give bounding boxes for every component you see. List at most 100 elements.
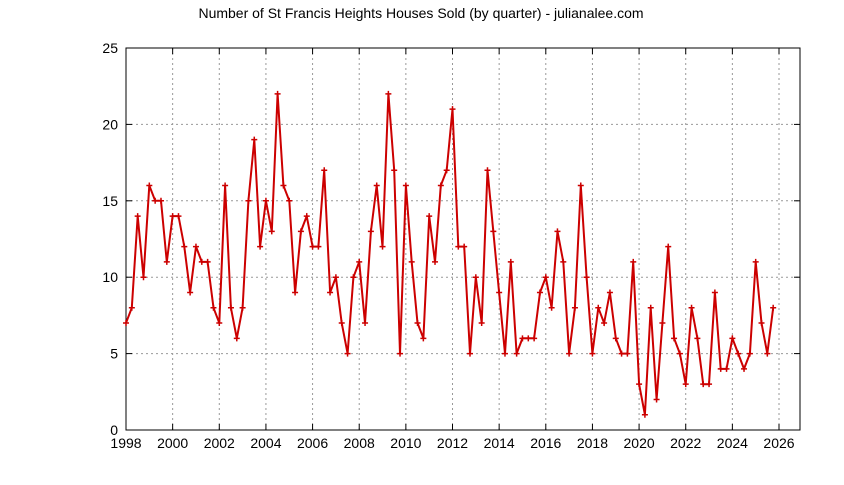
data-point [187, 289, 194, 296]
data-point [694, 335, 701, 342]
data-point [227, 304, 234, 311]
data-point [262, 197, 269, 204]
data-point [525, 335, 532, 342]
series-houses-sold [123, 90, 777, 418]
data-point [583, 274, 590, 281]
data-point [303, 213, 310, 220]
data-point [566, 350, 573, 357]
data-point [245, 197, 252, 204]
data-point [321, 167, 328, 174]
data-point [181, 243, 188, 250]
data-point [571, 304, 578, 311]
x-tick-label: 2002 [204, 435, 235, 451]
data-point [385, 90, 392, 97]
data-point [752, 258, 759, 265]
data-point [286, 197, 293, 204]
y-tick-label: 25 [102, 40, 118, 56]
data-point [169, 213, 176, 220]
data-point [723, 365, 730, 372]
data-point [192, 243, 199, 250]
data-point [402, 182, 409, 189]
data-point [601, 320, 608, 327]
data-point [338, 320, 345, 327]
data-point [741, 365, 748, 372]
data-point [350, 274, 357, 281]
y-tick-label: 5 [110, 346, 118, 362]
data-point [647, 304, 654, 311]
data-point [548, 304, 555, 311]
data-point [461, 243, 468, 250]
data-point [367, 228, 374, 235]
data-point [589, 350, 596, 357]
data-point [676, 350, 683, 357]
data-point [373, 182, 380, 189]
data-point [204, 258, 211, 265]
y-tick-label: 20 [102, 116, 118, 132]
plot-border [125, 47, 801, 431]
data-point [700, 381, 707, 388]
data-point [577, 182, 584, 189]
data-point [513, 350, 520, 357]
data-point [606, 289, 613, 296]
data-point [729, 335, 736, 342]
data-point [315, 243, 322, 250]
data-point [408, 258, 415, 265]
data-point [595, 304, 602, 311]
data-point [280, 182, 287, 189]
data-point [146, 182, 153, 189]
data-point [443, 167, 450, 174]
data-point [496, 289, 503, 296]
data-point [507, 258, 514, 265]
data-point [478, 320, 485, 327]
data-point [268, 228, 275, 235]
x-tick-label: 2010 [390, 435, 421, 451]
data-point [210, 304, 217, 311]
data-point [735, 350, 742, 357]
y-tick-label: 10 [102, 269, 118, 285]
data-point [292, 289, 299, 296]
x-tick-label: 2000 [157, 435, 188, 451]
data-point [391, 167, 398, 174]
y-tick-label: 0 [110, 422, 118, 438]
data-point [257, 243, 264, 250]
data-point [233, 335, 240, 342]
data-point [157, 197, 164, 204]
data-point [426, 213, 433, 220]
data-point [519, 335, 526, 342]
data-point [618, 350, 625, 357]
data-point [362, 320, 369, 327]
data-point [175, 213, 182, 220]
data-point [746, 350, 753, 357]
data-point [414, 320, 421, 327]
data-point [659, 320, 666, 327]
series-line [125, 93, 775, 415]
data-point [682, 381, 689, 388]
data-point [612, 335, 619, 342]
axis-ticks: 1998 2000 2002 2004 2006 2008 2010 2012 2014 2016… [102, 40, 800, 451]
data-point [432, 258, 439, 265]
data-point [274, 90, 281, 97]
data-point [466, 350, 473, 357]
data-point [560, 258, 567, 265]
data-point [665, 243, 672, 250]
data-point [536, 289, 543, 296]
x-tick-label: 2018 [577, 435, 608, 451]
data-point [484, 167, 491, 174]
x-tick-label: 2022 [670, 435, 701, 451]
data-point [758, 320, 765, 327]
data-point [554, 228, 561, 235]
data-point [711, 289, 718, 296]
data-point [688, 304, 695, 311]
x-tick-label: 2026 [763, 435, 794, 451]
data-point [636, 381, 643, 388]
data-point [770, 304, 777, 311]
data-point [379, 243, 386, 250]
x-tick-label: 2020 [624, 435, 655, 451]
data-point [420, 335, 427, 342]
x-tick-label: 2008 [344, 435, 375, 451]
chart-title: Number of St Francis Heights Houses Sold… [198, 5, 643, 21]
x-tick-label: 2012 [437, 435, 468, 451]
data-point [297, 228, 304, 235]
